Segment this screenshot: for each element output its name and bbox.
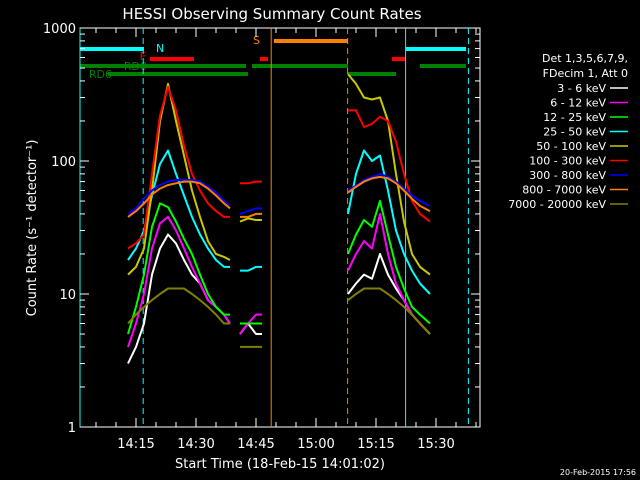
series-line bbox=[348, 109, 431, 223]
x-tick-label: 14:30 bbox=[177, 437, 214, 452]
series-line bbox=[127, 86, 230, 250]
series-line bbox=[239, 207, 262, 215]
legend-entry-label: 7000 - 20000 keV bbox=[508, 198, 606, 211]
y-tick-label: 10 bbox=[59, 288, 76, 303]
x-axis: 14:15 14:30 14:45 15:00 15:15 15:30 bbox=[95, 28, 477, 452]
x-tick-label: 15:00 bbox=[297, 437, 334, 452]
legend-entry-label: 12 - 25 keV bbox=[543, 111, 606, 124]
series-line bbox=[239, 313, 262, 335]
y-tick-label: 1000 bbox=[43, 22, 76, 37]
flag-label-n: N bbox=[156, 42, 164, 55]
legend-header-line-2: FDecim 1, Att 0 bbox=[543, 67, 628, 80]
series-line bbox=[127, 287, 230, 325]
legend-entry-label: 6 - 12 keV bbox=[550, 97, 606, 110]
legend-entry-label: 100 - 300 keV bbox=[529, 155, 606, 168]
y-axis-label: Count Rate (s⁻¹ detector⁻¹) bbox=[25, 140, 40, 317]
series-line bbox=[127, 180, 231, 218]
legend-entry-label: 300 - 800 keV bbox=[529, 169, 606, 182]
flag-label-s: S bbox=[253, 34, 260, 47]
x-tick-label: 15:15 bbox=[357, 437, 394, 452]
series-line bbox=[127, 82, 231, 276]
legend: Det 1,3,5,6,7,9, FDecim 1, Att 0 3 - 6 k… bbox=[508, 52, 628, 211]
series-line bbox=[347, 200, 431, 325]
chart-title: HESSI Observing Summary Count Rates bbox=[122, 5, 421, 23]
series-line bbox=[240, 265, 262, 272]
legend-header-line-1: Det 1,3,5,6,7,9, bbox=[542, 52, 628, 65]
series-line bbox=[347, 287, 431, 335]
series-line bbox=[239, 217, 262, 223]
footer-date: 20-Feb-2015 17:56 bbox=[560, 468, 636, 477]
series-lines bbox=[127, 73, 431, 364]
x-tick-label: 15:30 bbox=[417, 437, 454, 452]
flag-label-rd0: RD0 bbox=[124, 60, 147, 73]
series-line bbox=[347, 175, 431, 212]
series-line bbox=[240, 212, 262, 218]
x-tick-label: 14:45 bbox=[237, 437, 274, 452]
x-axis-label: Start Time (18-Feb-15 14:01:02) bbox=[175, 457, 385, 472]
y-tick-label: 100 bbox=[51, 155, 76, 170]
series-line bbox=[127, 202, 230, 335]
legend-entry-label: 800 - 7000 keV bbox=[522, 184, 606, 197]
y-axis: 1 10 100 1000 bbox=[43, 22, 480, 436]
series-line bbox=[127, 179, 231, 215]
series-line bbox=[347, 172, 431, 207]
flag-label-f: F bbox=[140, 50, 146, 63]
series-line bbox=[347, 149, 431, 295]
x-tick-label: 14:15 bbox=[117, 437, 154, 452]
legend-entry-label: 25 - 50 keV bbox=[543, 126, 606, 139]
legend-entry-label: 50 - 100 keV bbox=[536, 140, 606, 153]
legend-entry-label: 3 - 6 keV bbox=[557, 82, 606, 95]
series-line bbox=[240, 180, 262, 185]
y-tick-label: 1 bbox=[68, 421, 76, 436]
flag-label-rd6: RD6 bbox=[89, 68, 112, 81]
